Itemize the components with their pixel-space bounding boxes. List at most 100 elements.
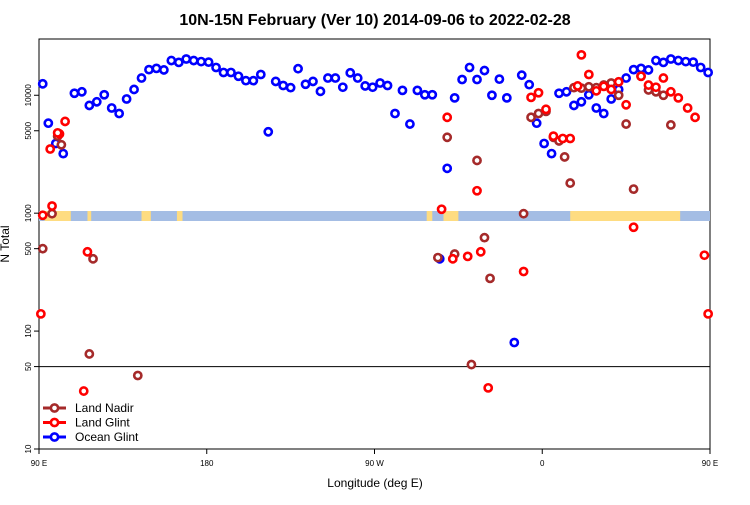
data-point xyxy=(196,56,207,67)
data-point xyxy=(270,76,281,87)
data-point xyxy=(606,94,617,104)
data-point xyxy=(472,185,482,196)
data-point xyxy=(390,108,400,119)
data-point xyxy=(464,62,475,73)
data-point xyxy=(69,88,80,99)
data-point xyxy=(557,133,568,144)
data-point xyxy=(457,74,468,85)
data-point xyxy=(136,73,147,83)
y-tick-label: 50 xyxy=(24,362,33,371)
data-point xyxy=(559,152,570,162)
y-tick-label: 5000 xyxy=(24,121,33,139)
data-point xyxy=(263,126,274,137)
data-point xyxy=(375,78,385,88)
data-point xyxy=(405,119,415,129)
data-point xyxy=(658,57,669,68)
data-point xyxy=(382,80,393,91)
data-point xyxy=(466,359,477,370)
data-point xyxy=(166,55,177,66)
data-point xyxy=(419,89,430,100)
x-axis-label: Longitude (deg E) xyxy=(327,476,422,490)
data-point xyxy=(591,103,602,113)
data-point xyxy=(621,73,632,83)
data-point xyxy=(561,86,572,97)
data-point xyxy=(665,54,676,64)
data-point xyxy=(472,155,482,166)
data-point xyxy=(337,82,348,93)
data-point xyxy=(37,210,48,221)
data-point xyxy=(330,73,341,83)
data-point xyxy=(688,57,699,68)
x-axis: 90 E 180 90 W 0 90 E xyxy=(31,449,718,468)
data-point xyxy=(483,382,494,393)
y-tick-label: 10000 xyxy=(24,84,33,107)
data-point xyxy=(673,55,684,66)
legend-item-ocean-glint: Ocean Glint xyxy=(43,430,139,444)
data-point xyxy=(583,81,594,92)
legend-swatch-marker xyxy=(49,403,60,413)
data-point xyxy=(613,90,624,101)
data-point xyxy=(613,76,624,87)
legend-swatch-marker xyxy=(49,417,60,428)
data-point xyxy=(598,108,609,119)
data-point xyxy=(352,73,363,83)
data-point xyxy=(643,65,654,75)
data-point xyxy=(218,67,229,78)
data-point xyxy=(703,67,714,78)
data-point xyxy=(651,82,661,93)
data-point xyxy=(78,386,89,396)
data-point xyxy=(569,100,579,111)
land-segment xyxy=(87,211,92,221)
chart-title: 10N-15N February (Ver 10) 2014-09-06 to … xyxy=(179,12,570,29)
data-point xyxy=(114,108,125,119)
data-point xyxy=(548,131,559,142)
y-axis-label: N Total xyxy=(0,225,12,262)
data-point xyxy=(203,57,214,68)
data-point xyxy=(541,104,551,115)
data-point xyxy=(665,86,676,97)
data-point xyxy=(121,94,132,104)
x-tick-label: 0 xyxy=(540,459,545,468)
data-point xyxy=(88,253,98,264)
legend-item-land-glint: Land Glint xyxy=(43,416,130,430)
data-point xyxy=(572,81,583,91)
data-point xyxy=(636,63,646,74)
series-ocean-glint xyxy=(37,54,714,348)
data-point xyxy=(56,139,67,150)
data-point xyxy=(501,92,512,103)
y-tick-label: 100 xyxy=(24,324,33,338)
data-point xyxy=(129,84,139,95)
data-point xyxy=(315,86,326,97)
data-point xyxy=(699,250,710,261)
legend-label: Land Glint xyxy=(75,416,130,430)
x-tick-label: 90 W xyxy=(365,459,384,468)
data-point xyxy=(144,64,154,75)
y-tick-label: 1000 xyxy=(24,204,33,222)
data-point xyxy=(565,133,576,144)
data-point xyxy=(300,79,311,90)
data-point xyxy=(606,84,617,95)
data-point xyxy=(531,118,542,129)
data-point xyxy=(323,73,333,83)
data-point xyxy=(132,370,143,381)
data-point xyxy=(442,163,453,174)
land-segment xyxy=(426,211,433,221)
data-point xyxy=(58,148,69,159)
data-point xyxy=(487,90,497,101)
data-point xyxy=(621,99,632,110)
legend-label: Land Nadir xyxy=(75,401,134,415)
data-point xyxy=(576,49,587,60)
data-point xyxy=(695,62,706,73)
data-point xyxy=(533,87,544,98)
data-point xyxy=(84,349,95,359)
data-point xyxy=(628,64,639,75)
data-point xyxy=(308,76,318,87)
data-point xyxy=(345,67,356,78)
data-point xyxy=(485,273,495,284)
data-point xyxy=(52,127,63,138)
data-point xyxy=(397,85,408,96)
data-point xyxy=(554,88,564,99)
data-point xyxy=(539,138,550,149)
y-axis: 10 50 100 500 1000 5000 10000 xyxy=(24,84,39,453)
